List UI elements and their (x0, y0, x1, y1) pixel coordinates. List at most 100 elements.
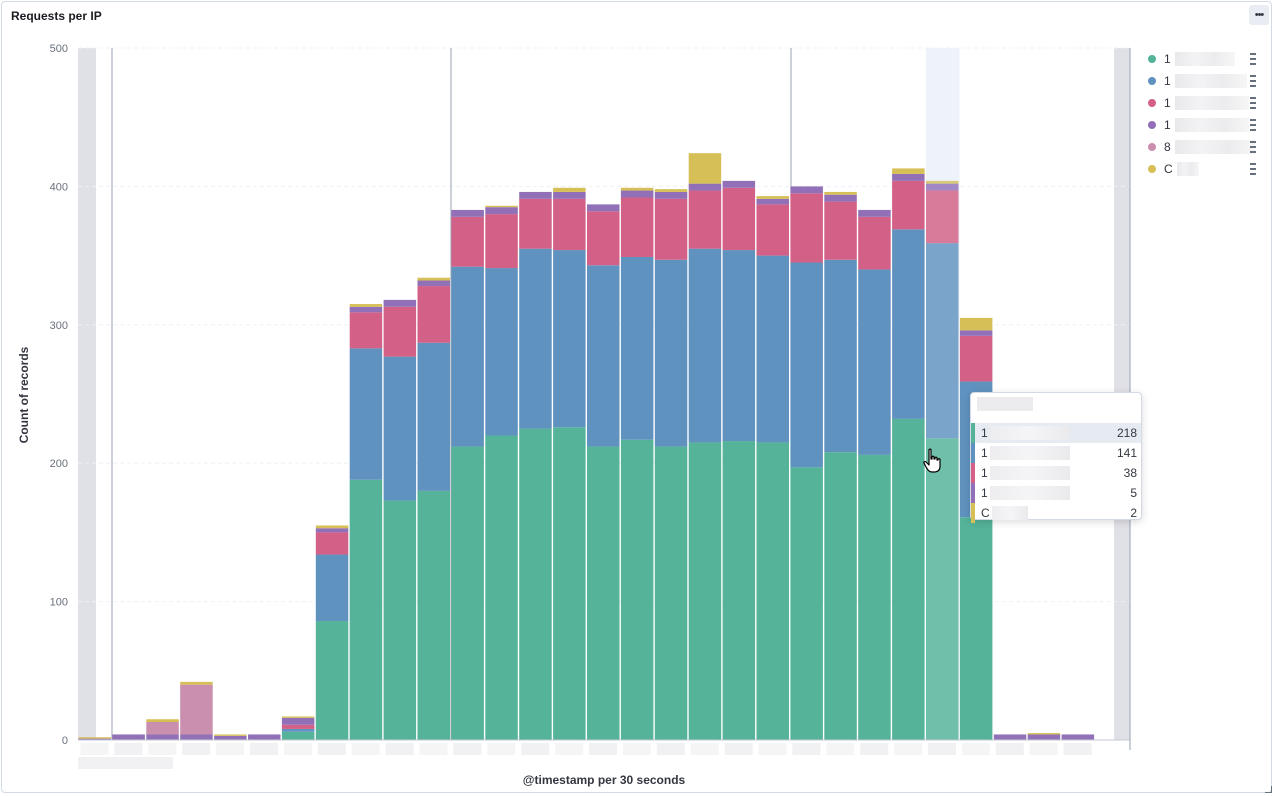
bar-segment[interactable] (214, 734, 247, 736)
bar-segment[interactable] (892, 168, 925, 174)
bar-segment[interactable] (824, 191, 857, 195)
bar-segment[interactable] (824, 201, 857, 260)
bar-segment[interactable] (926, 438, 959, 740)
legend-item[interactable]: 1 (1148, 48, 1268, 70)
bar-segment[interactable] (146, 722, 179, 735)
resize-handle-icon[interactable] (1265, 786, 1272, 793)
bar-segment[interactable] (756, 442, 790, 740)
bar-segment[interactable] (722, 441, 756, 740)
bar-segment[interactable] (688, 248, 722, 443)
bar-segment[interactable] (654, 198, 688, 260)
bar-segment[interactable] (553, 198, 586, 251)
bar-segment[interactable] (485, 435, 518, 740)
bar-segment[interactable] (553, 250, 586, 428)
bar-segment[interactable] (180, 681, 213, 685)
bar-segment[interactable] (858, 216, 891, 270)
bar-segment[interactable] (892, 180, 925, 230)
bar-segment[interactable] (688, 153, 722, 184)
legend-options-icon[interactable] (1250, 97, 1256, 109)
legend-item[interactable]: 8 (1148, 136, 1268, 158)
bar-segment[interactable] (892, 229, 925, 419)
bar-segment[interactable] (959, 335, 993, 382)
bar-segment[interactable] (756, 204, 790, 256)
bar-segment[interactable] (722, 250, 756, 442)
bar-segment[interactable] (993, 734, 1027, 740)
bar-segment[interactable] (451, 209, 484, 217)
legend-options-icon[interactable] (1250, 75, 1256, 87)
bar-segment[interactable] (485, 207, 518, 215)
bar-segment[interactable] (756, 255, 790, 443)
bar-segment[interactable] (1027, 733, 1061, 735)
legend-item[interactable]: 1 (1148, 92, 1268, 114)
legend-options-icon[interactable] (1250, 163, 1256, 175)
bar-segment[interactable] (349, 312, 383, 349)
bar-segment[interactable] (281, 716, 315, 718)
legend-item[interactable]: 1 (1148, 70, 1268, 92)
bar-segment[interactable] (858, 454, 891, 740)
bar-segment[interactable] (383, 356, 417, 501)
bar-segment[interactable] (587, 211, 620, 266)
bar-segment[interactable] (349, 304, 383, 307)
bar-segment[interactable] (485, 214, 518, 269)
bar-segment[interactable] (959, 317, 993, 331)
bar-segment[interactable] (315, 525, 349, 529)
bar-segment[interactable] (790, 467, 823, 740)
bar-segment[interactable] (417, 342, 451, 491)
panel-options-button[interactable]: ••• (1249, 5, 1269, 25)
bar-segment[interactable] (315, 554, 349, 621)
legend-options-icon[interactable] (1250, 141, 1256, 153)
bar-segment[interactable] (620, 190, 654, 198)
bar-segment[interactable] (180, 734, 213, 740)
bar-segment[interactable] (654, 191, 688, 199)
bar-segment[interactable] (519, 191, 552, 199)
bar-segment[interactable] (281, 731, 315, 740)
bar-segment[interactable] (315, 620, 349, 740)
bar-segment[interactable] (926, 190, 959, 244)
bar-segment[interactable] (349, 306, 383, 313)
bar-segment[interactable] (112, 734, 145, 740)
bar-segment[interactable] (620, 187, 654, 191)
bar-segment[interactable] (790, 193, 823, 263)
bar-segment[interactable] (315, 532, 349, 555)
bar-segment[interactable] (892, 173, 925, 181)
bar-segment[interactable] (1061, 734, 1095, 740)
bar-segment[interactable] (417, 280, 451, 287)
bar-segment[interactable] (383, 500, 417, 740)
bar-segment[interactable] (315, 528, 349, 533)
bar-segment[interactable] (553, 191, 586, 199)
bar-segment[interactable] (553, 187, 586, 192)
bar-segment[interactable] (722, 180, 756, 188)
bar-segment[interactable] (620, 197, 654, 257)
legend-options-icon[interactable] (1250, 53, 1256, 65)
bar-segment[interactable] (417, 277, 451, 281)
bar-segment[interactable] (519, 428, 552, 740)
bar-segment[interactable] (756, 196, 790, 199)
bar-segment[interactable] (451, 446, 484, 740)
bar-segment[interactable] (688, 442, 722, 740)
bar-segment[interactable] (553, 427, 586, 740)
bar-segment[interactable] (790, 262, 823, 468)
bar-segment[interactable] (383, 299, 417, 307)
bar-segment[interactable] (349, 479, 383, 740)
bar-segment[interactable] (451, 266, 484, 447)
bar-segment[interactable] (858, 209, 891, 217)
bar-segment[interactable] (858, 269, 891, 455)
bar-segment[interactable] (824, 452, 857, 740)
bar-segment[interactable] (485, 268, 518, 436)
bar-segment[interactable] (519, 248, 552, 429)
bar-segment[interactable] (383, 306, 417, 357)
bar-segment[interactable] (892, 418, 925, 740)
bar-segment[interactable] (620, 256, 654, 440)
bar-segment[interactable] (180, 684, 213, 735)
bar-segment[interactable] (688, 183, 722, 191)
bar-segment[interactable] (417, 286, 451, 343)
bar-segment[interactable] (78, 738, 112, 740)
bar-segment[interactable] (688, 190, 722, 249)
bar-segment[interactable] (417, 490, 451, 740)
legend-item[interactable]: 1 (1148, 114, 1268, 136)
bar-segment[interactable] (790, 186, 823, 194)
bar-segment[interactable] (654, 189, 688, 192)
bar-segment[interactable] (587, 446, 620, 740)
bar-segment[interactable] (214, 735, 247, 740)
bar-segment[interactable] (485, 205, 518, 208)
